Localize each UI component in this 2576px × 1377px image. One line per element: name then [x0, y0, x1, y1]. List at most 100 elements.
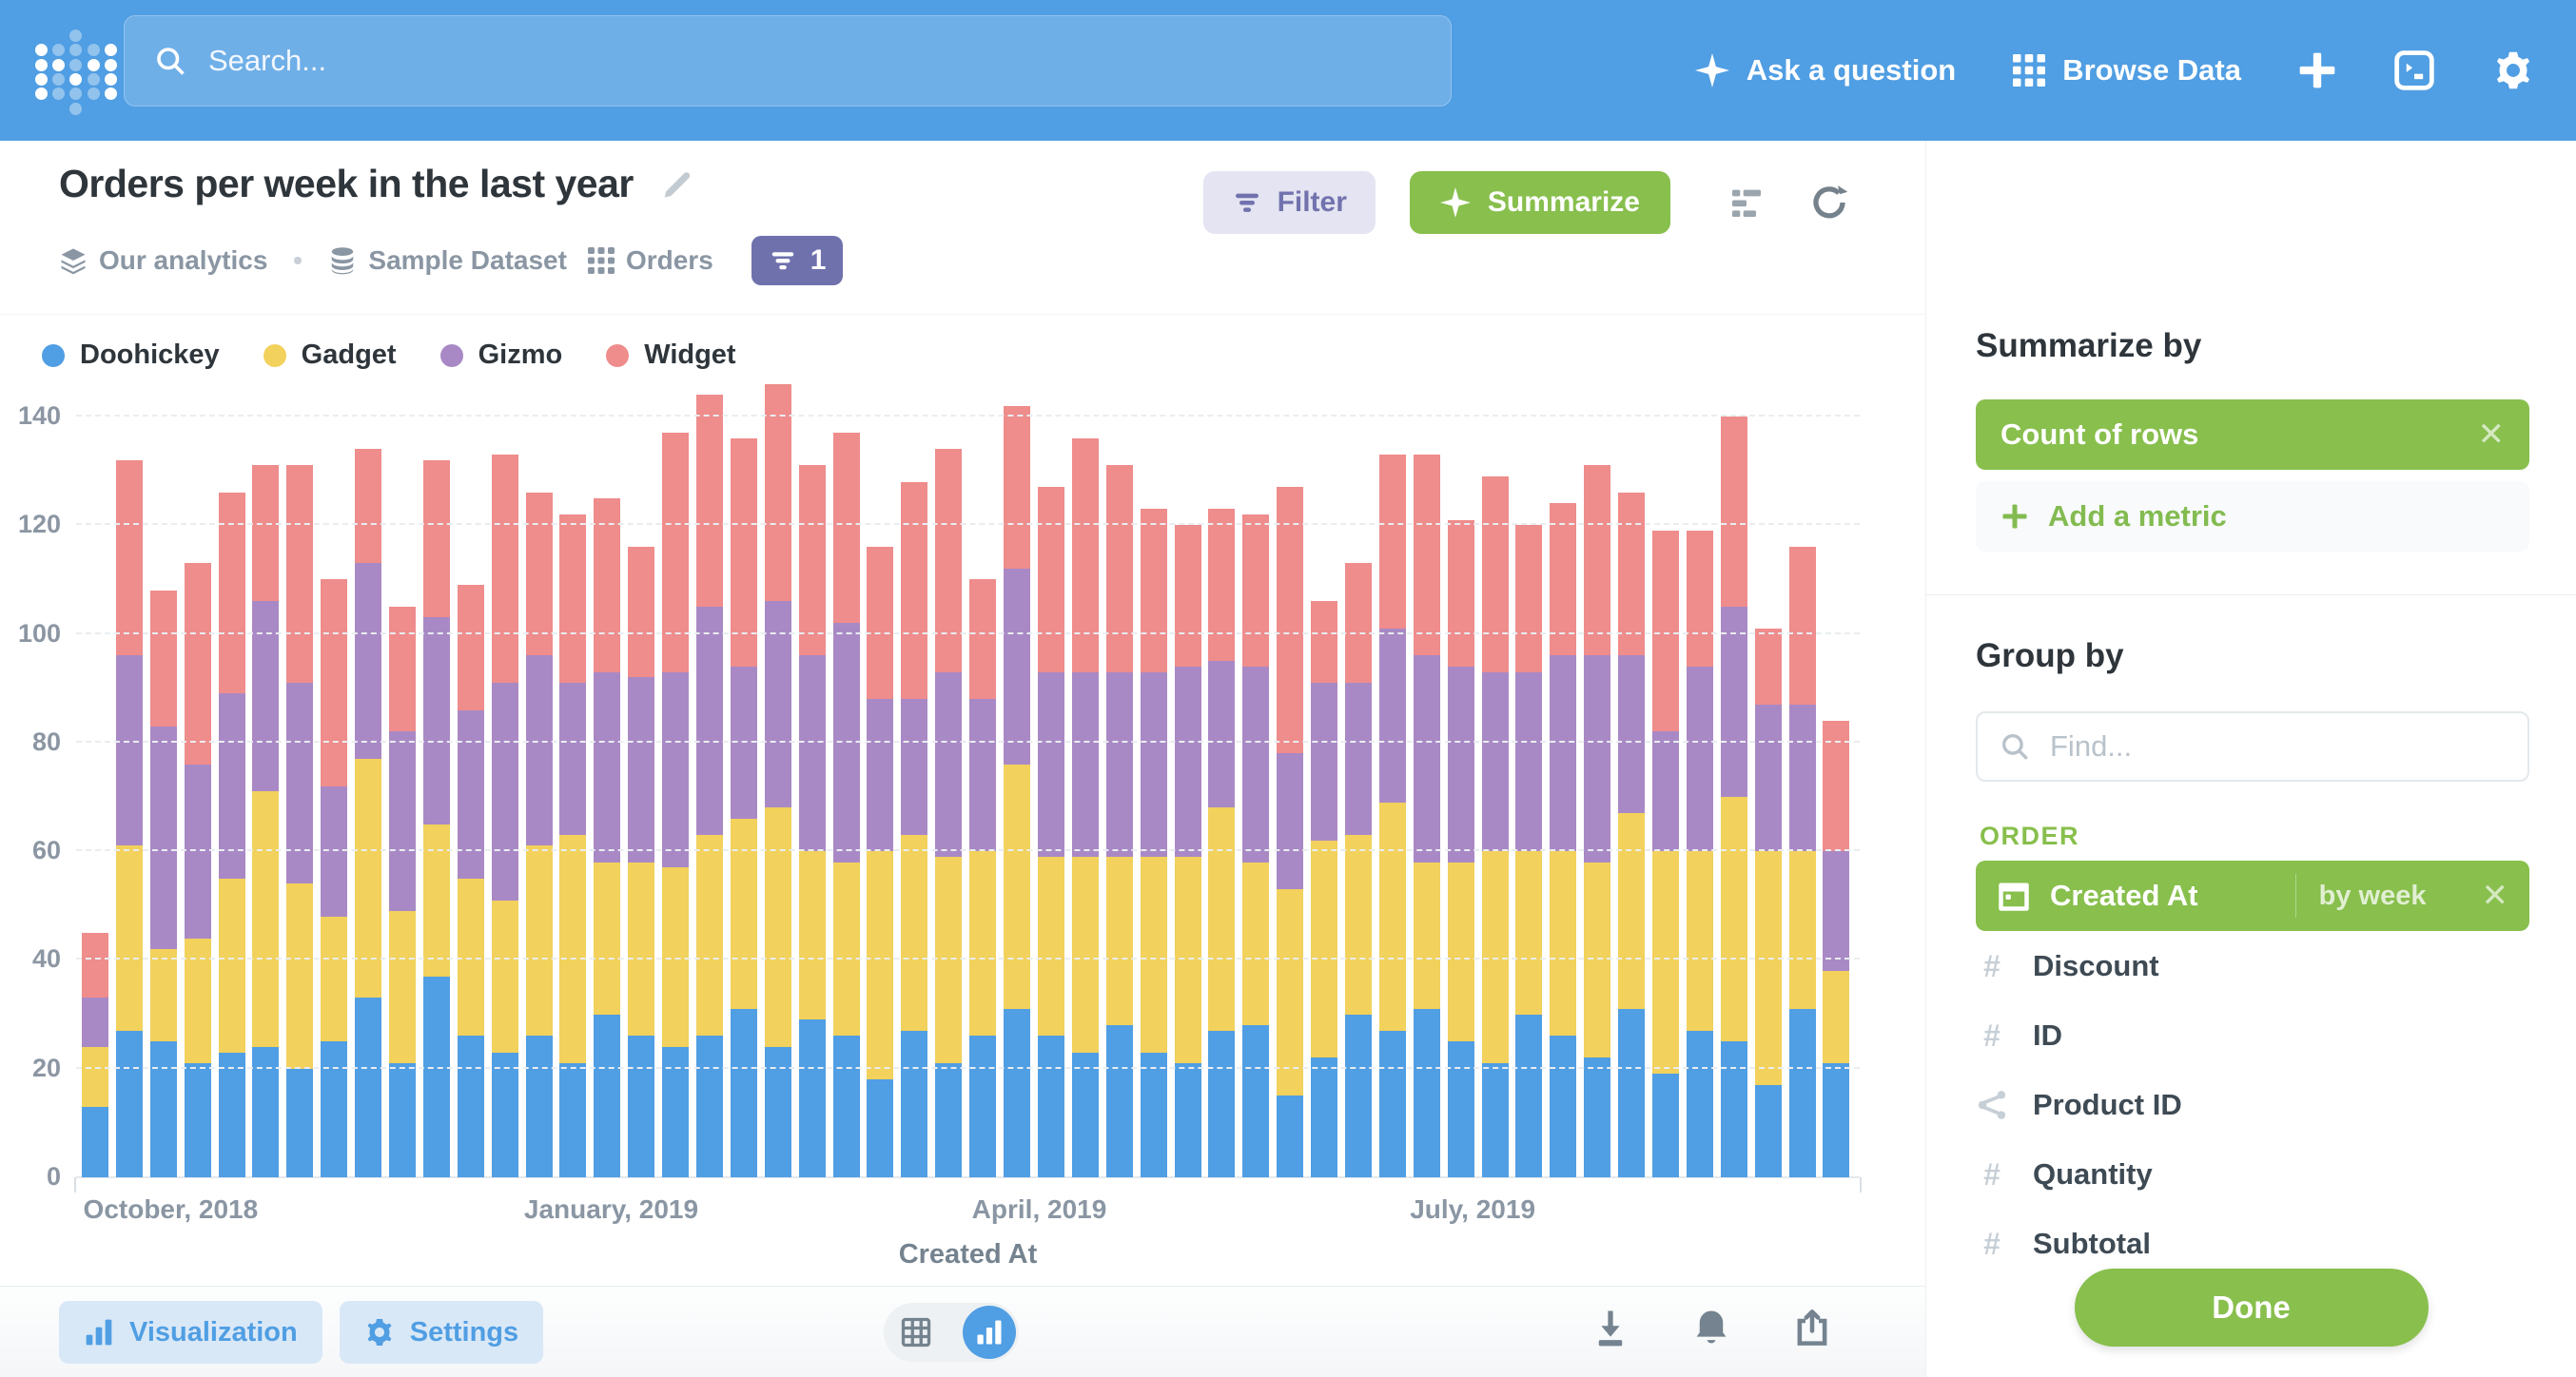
bar-segment-gadget[interactable]: [1004, 764, 1031, 1009]
bar-segment-gadget[interactable]: [422, 824, 450, 977]
bar-segment-gadget[interactable]: [1311, 840, 1338, 1058]
groupby-field-discount[interactable]: # Discount: [1976, 938, 2529, 995]
bar-segment-gadget[interactable]: [1071, 856, 1099, 1053]
bar-segment-doohickey[interactable]: [1004, 1008, 1031, 1177]
bar-segment-doohickey[interactable]: [1105, 1025, 1133, 1177]
bar-segment-doohickey[interactable]: [82, 1106, 108, 1177]
bar-segment-gadget[interactable]: [115, 845, 143, 1031]
bar-segment-doohickey[interactable]: [525, 1036, 553, 1177]
bar-segment-doohickey[interactable]: [969, 1036, 997, 1177]
bar-segment-doohickey[interactable]: [1686, 1030, 1713, 1177]
bar-segment-gadget[interactable]: [1550, 851, 1577, 1037]
bar-segment-gizmo[interactable]: [1174, 666, 1201, 857]
bar-segment-widget[interactable]: [730, 437, 757, 667]
bar-segment-gizmo[interactable]: [1651, 731, 1679, 852]
bar-segment-doohickey[interactable]: [491, 1052, 518, 1177]
bar-segment-doohickey[interactable]: [1788, 1008, 1816, 1177]
bar-segment-widget[interactable]: [1413, 455, 1440, 656]
groupby-field-id[interactable]: # ID: [1976, 1007, 2529, 1064]
filter-button[interactable]: Filter: [1202, 171, 1376, 234]
bar-segment-gadget[interactable]: [1686, 851, 1713, 1031]
sql-editor-icon[interactable]: [2393, 49, 2435, 91]
bar-segment-gadget[interactable]: [901, 835, 928, 1031]
find-field-input[interactable]: Find...: [1976, 711, 2529, 782]
bar-segment-widget[interactable]: [1037, 487, 1064, 672]
bar-segment-widget[interactable]: [1242, 514, 1270, 667]
bar-segment-gizmo[interactable]: [1823, 851, 1850, 971]
bar-segment-gizmo[interactable]: [149, 726, 177, 950]
bar-segment-widget[interactable]: [1447, 519, 1474, 667]
legend-item-gadget[interactable]: Gadget: [263, 339, 397, 371]
bar-segment-gizmo[interactable]: [696, 607, 724, 836]
bar-segment-widget[interactable]: [559, 514, 587, 683]
bar-segment-doohickey[interactable]: [355, 998, 382, 1177]
bar-segment-doohickey[interactable]: [1413, 1008, 1440, 1177]
bar-segment-widget[interactable]: [1140, 509, 1167, 672]
bar-segment-doohickey[interactable]: [1550, 1036, 1577, 1177]
bar-segment-gizmo[interactable]: [422, 617, 450, 824]
legend-item-gizmo[interactable]: Gizmo: [439, 339, 562, 371]
bar-segment-gizmo[interactable]: [321, 785, 348, 917]
bar-segment-widget[interactable]: [218, 493, 245, 694]
bar-segment-gizmo[interactable]: [1413, 655, 1440, 863]
bar-segment-doohickey[interactable]: [1618, 1008, 1646, 1177]
bar-segment-gadget[interactable]: [389, 911, 417, 1063]
bar-segment-doohickey[interactable]: [389, 1063, 417, 1177]
bar-segment-gizmo[interactable]: [1378, 628, 1406, 803]
bar-segment-doohickey[interactable]: [1277, 1096, 1304, 1177]
bar-segment-gadget[interactable]: [1618, 813, 1646, 1009]
bar-segment-doohickey[interactable]: [1174, 1063, 1201, 1177]
bar-segment-gizmo[interactable]: [1105, 671, 1133, 857]
bar-segment-gadget[interactable]: [286, 883, 314, 1069]
bar-segment-gadget[interactable]: [1277, 889, 1304, 1096]
bar-segment-gadget[interactable]: [628, 862, 655, 1037]
bar-segment-doohickey[interactable]: [1378, 1030, 1406, 1177]
bar-segment-widget[interactable]: [594, 497, 621, 672]
bar-segment-gizmo[interactable]: [457, 709, 484, 879]
bar-segment-doohickey[interactable]: [1823, 1063, 1850, 1177]
bar-segment-widget[interactable]: [1105, 465, 1133, 672]
bar-segment-gadget[interactable]: [149, 949, 177, 1042]
bar-segment-widget[interactable]: [628, 547, 655, 678]
bar-segment-gizmo[interactable]: [730, 666, 757, 819]
summarize-button[interactable]: Summarize: [1409, 171, 1670, 234]
bar-segment-gizmo[interactable]: [286, 683, 314, 884]
breadcrumb-database[interactable]: Sample Dataset: [328, 245, 567, 276]
bar-segment-doohickey[interactable]: [559, 1063, 587, 1177]
bar-segment-gadget[interactable]: [662, 867, 690, 1047]
bar-segment-doohickey[interactable]: [1481, 1063, 1509, 1177]
bar-segment-widget[interactable]: [149, 590, 177, 727]
bar-segment-doohickey[interactable]: [457, 1036, 484, 1177]
browse-data-link[interactable]: Browse Data: [2013, 53, 2241, 87]
bar-segment-gizmo[interactable]: [1004, 569, 1031, 765]
bar-segment-gadget[interactable]: [1584, 862, 1611, 1058]
bar-segment-gizmo[interactable]: [764, 601, 791, 808]
bar-segment-gadget[interactable]: [1754, 851, 1782, 1085]
bar-segment-doohickey[interactable]: [115, 1030, 143, 1177]
groupby-field-subtotal[interactable]: # Subtotal: [1976, 1215, 2529, 1272]
bar-segment-widget[interactable]: [1686, 531, 1713, 667]
bar-segment-gadget[interactable]: [764, 807, 791, 1047]
bar-segment-doohickey[interactable]: [149, 1041, 177, 1177]
groupby-field-created-at[interactable]: Created At by week ✕: [1976, 861, 2529, 931]
bar-segment-gizmo[interactable]: [1754, 704, 1782, 852]
bar-segment-gadget[interactable]: [696, 835, 724, 1037]
bar-segment-gadget[interactable]: [730, 818, 757, 1009]
bar-segment-widget[interactable]: [1378, 455, 1406, 629]
bar-segment-doohickey[interactable]: [1515, 1014, 1543, 1177]
bar-segment-widget[interactable]: [1720, 417, 1747, 608]
bar-segment-doohickey[interactable]: [321, 1041, 348, 1177]
bar-segment-gizmo[interactable]: [184, 764, 211, 939]
bar-segment-gizmo[interactable]: [1344, 683, 1372, 836]
new-question-plus-icon[interactable]: [2298, 51, 2336, 89]
bar-segment-gadget[interactable]: [1720, 797, 1747, 1042]
bar-segment-gizmo[interactable]: [1618, 655, 1646, 814]
bar-segment-gizmo[interactable]: [218, 693, 245, 879]
bar-segment-doohickey[interactable]: [1754, 1084, 1782, 1177]
bar-segment-gadget[interactable]: [1515, 851, 1543, 1015]
bar-segment-gadget[interactable]: [491, 900, 518, 1053]
bar-segment-widget[interactable]: [1788, 547, 1816, 705]
bar-segment-doohickey[interactable]: [1242, 1025, 1270, 1177]
bar-segment-gizmo[interactable]: [1686, 666, 1713, 852]
bar-segment-widget[interactable]: [1208, 509, 1236, 662]
